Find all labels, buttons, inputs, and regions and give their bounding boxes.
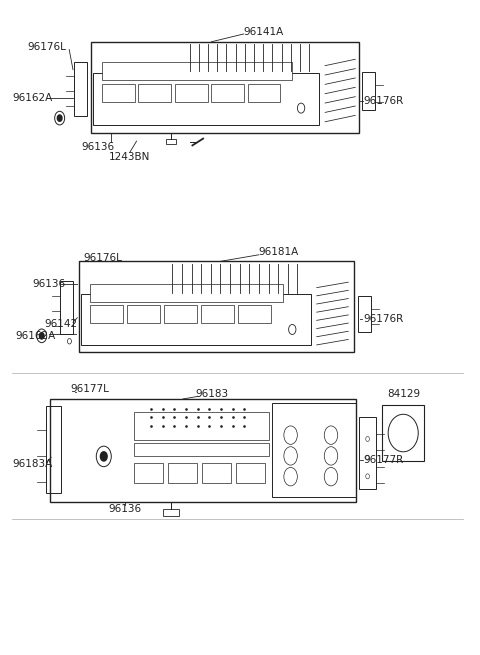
Text: 96176L: 96176L [83, 253, 122, 263]
Text: 96177R: 96177R [363, 455, 404, 465]
Bar [81, 294, 311, 345]
Text: 96142: 96142 [44, 319, 77, 329]
Circle shape [39, 333, 44, 339]
Bar [211, 84, 244, 102]
Bar [166, 139, 176, 145]
Bar [168, 462, 197, 483]
Circle shape [100, 452, 107, 461]
Bar [359, 417, 376, 489]
Text: 96136: 96136 [108, 504, 142, 514]
Bar [236, 462, 265, 483]
Bar [358, 296, 371, 332]
Text: 96136: 96136 [33, 279, 66, 289]
Text: 96177L: 96177L [70, 384, 109, 394]
Bar [46, 406, 60, 493]
Bar [201, 305, 234, 323]
Text: 96136: 96136 [81, 142, 114, 152]
Text: 96183: 96183 [195, 389, 228, 399]
Text: 84129: 84129 [387, 389, 420, 399]
Circle shape [57, 115, 62, 121]
Bar [90, 305, 123, 323]
Bar [93, 73, 319, 125]
Bar [134, 443, 269, 457]
Text: 96183A: 96183A [12, 459, 53, 469]
Bar [248, 84, 280, 102]
Bar [138, 84, 171, 102]
Text: 96141A: 96141A [243, 27, 284, 37]
Bar [134, 462, 164, 483]
Bar [383, 405, 424, 460]
Text: 96181A: 96181A [259, 247, 299, 257]
Bar [79, 261, 354, 352]
Bar [74, 62, 87, 117]
Bar [238, 305, 271, 323]
Bar [102, 62, 292, 80]
Bar [272, 403, 356, 497]
Text: 96162A: 96162A [12, 92, 52, 103]
Bar [91, 42, 359, 133]
Bar [164, 305, 197, 323]
Bar [50, 399, 356, 502]
Bar [362, 72, 375, 110]
Bar [202, 462, 231, 483]
Text: 96176R: 96176R [363, 314, 404, 324]
Bar [164, 509, 179, 516]
Bar [175, 84, 207, 102]
Text: 96176R: 96176R [363, 96, 404, 107]
Bar [60, 281, 73, 334]
Bar [102, 84, 134, 102]
Text: 1243BN: 1243BN [109, 153, 151, 162]
Text: 96162A: 96162A [15, 331, 55, 341]
Bar [90, 284, 283, 302]
Text: 96176L: 96176L [27, 42, 66, 52]
Bar [127, 305, 160, 323]
Bar [134, 412, 269, 440]
